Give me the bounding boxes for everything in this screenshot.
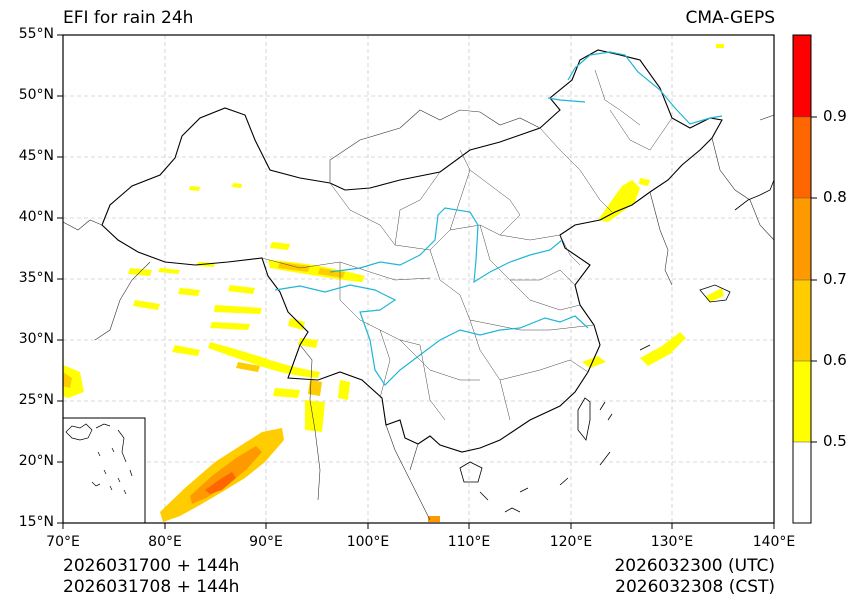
map-title: EFI for rain 24h [63, 8, 194, 28]
lat-label: 50°N [18, 87, 54, 103]
lat-label: 30°N [18, 331, 54, 347]
lat-label: 25°N [18, 392, 54, 408]
coastlines [459, 179, 774, 513]
lat-label: 35°N [18, 270, 54, 286]
inset-map [62, 417, 146, 524]
colorbar-label: 0.5 [823, 432, 847, 450]
lon-label: 70°E [46, 534, 80, 550]
colorbar-segment-2 [793, 361, 811, 442]
lon-label: 100°E [346, 534, 390, 550]
rivers [274, 51, 723, 386]
lon-label: 110°E [447, 534, 491, 550]
colorbar-segment-6 [793, 35, 811, 117]
neighbor-borders [63, 109, 774, 521]
efi-area-bengal-max [205, 472, 236, 494]
valid-time-utc: 2026032300 (UTC) [614, 556, 775, 576]
china-border [101, 49, 723, 453]
lon-label: 120°E [549, 534, 593, 550]
lon-label: 130°E [650, 534, 694, 550]
lat-label: 40°N [18, 209, 54, 225]
colorbar-label: 0.9 [823, 107, 847, 125]
init-time-cst: 2026031708 + 144h [63, 577, 240, 597]
colorbar-segment-1 [793, 442, 811, 523]
colorbar-segment-5 [793, 117, 811, 198]
lon-label: 90°E [249, 534, 283, 550]
efi-area-sea [640, 332, 686, 366]
province-lines [261, 69, 673, 421]
init-time-utc: 2026031700 + 144h [63, 556, 240, 576]
lat-label: 55°N [18, 26, 54, 42]
colorbar-segment-3 [793, 280, 811, 361]
colorbar-label: 0.6 [823, 351, 847, 369]
lat-label: 15°N [18, 514, 54, 530]
colorbar-label: 0.7 [823, 270, 847, 288]
efi-area-northeast [598, 180, 640, 222]
gridlines [63, 35, 774, 523]
colorbar-segment-4 [793, 198, 811, 280]
valid-time: 2026032300 (UTC) 2026032308 (CST) [614, 556, 775, 598]
init-time: 2026031700 + 144h 2026031708 + 144h [63, 556, 239, 598]
valid-time-cst: 2026032308 (CST) [615, 577, 775, 597]
model-name: CMA-GEPS [685, 8, 775, 28]
lat-label: 20°N [18, 453, 54, 469]
lon-label: 140°E [752, 534, 796, 550]
lon-label: 80°E [148, 534, 182, 550]
colorbar [792, 34, 817, 524]
efi-shading [63, 44, 724, 522]
lat-label: 45°N [18, 148, 54, 164]
colorbar-label: 0.8 [823, 188, 847, 206]
